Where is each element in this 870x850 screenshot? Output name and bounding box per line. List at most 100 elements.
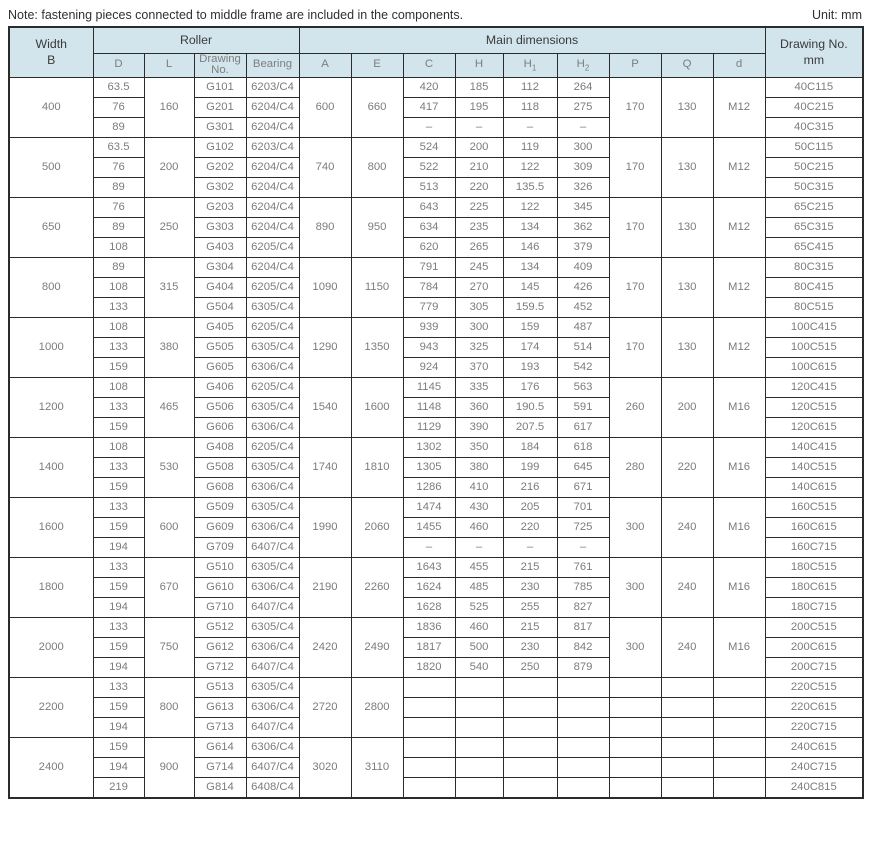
cell-drawing-no: G301 [193,117,247,139]
cell-bearing: 6205/C4 [245,377,300,399]
cell-bearing: 6306/C4 [245,417,300,439]
cell-bearing: 6407/C4 [245,717,300,739]
cell-drawing-no: G605 [193,357,247,379]
cell-h1: 250 [502,657,558,679]
cell-bearing: 6205/C4 [245,237,300,259]
cell-h: 195 [454,97,504,119]
cell-a: 1090 [298,257,352,319]
cell-drawing-no: G408 [193,437,247,459]
cell-h2: – [556,537,610,559]
cell-h1: 184 [502,437,558,459]
cell-d: 108 [92,437,145,459]
cell-h2: – [556,117,610,139]
cell-drawing-code: 180C615 [764,577,864,599]
cell-d: 89 [92,117,145,139]
cell-drawing-no: G709 [193,537,247,559]
col-header-d-thread: d [712,52,766,79]
cell-d: 194 [92,757,145,779]
cell-c: 1474 [402,497,456,519]
cell-q [660,737,714,759]
cell-h [454,697,504,719]
cell-l: 600 [143,497,195,559]
cell-drawing-no: G201 [193,97,247,119]
cell-h [454,677,504,699]
cell-p: 300 [608,617,662,679]
cell-bearing: 6205/C4 [245,437,300,459]
cell-d: 133 [92,557,145,579]
table-row: 194 G713 6407/C4 220C715 [9,717,864,739]
cell-drawing-no: G613 [193,697,247,719]
cell-d: 133 [92,397,145,419]
cell-p [608,697,662,719]
cell-h2 [556,697,610,719]
cell-bearing: 6204/C4 [245,217,300,239]
cell-l: 465 [143,377,195,439]
cell-h2: 326 [556,177,610,199]
cell-h1 [502,757,558,779]
cell-h2: 487 [556,317,610,339]
cell-p [608,677,662,699]
cell-width-b: 400 [8,77,94,139]
unit-label: Unit: mm [812,8,862,22]
cell-h: 455 [454,557,504,579]
cell-h: 270 [454,277,504,299]
cell-a: 890 [298,197,352,259]
cell-p: 260 [608,377,662,439]
table-row: 159 G609 6306/C4 1455 460 220 725 160C615 [9,517,864,539]
header-row-groups: Width B Roller Main dimensions Drawing N… [8,26,864,79]
cell-h1: 145 [502,277,558,299]
cell-h: 225 [454,197,504,219]
cell-drawing-code: 50C115 [764,137,864,159]
cell-h2: 761 [556,557,610,579]
cell-d-thread: M16 [712,437,766,499]
cell-h1: 193 [502,357,558,379]
cell-bearing: 6407/C4 [245,597,300,619]
cell-q: 240 [660,557,714,619]
cell-d: 194 [92,537,145,559]
cell-a: 740 [298,137,352,199]
cell-c: 1817 [402,637,456,659]
cell-bearing: 6305/C4 [245,337,300,359]
cell-a: 3020 [298,737,352,799]
cell-drawing-code: 40C215 [764,97,864,119]
cell-l: 250 [143,197,195,259]
cell-c: 620 [402,237,456,259]
cell-drawing-no: G202 [193,157,247,179]
cell-h1: 207.5 [502,417,558,439]
cell-c: 1455 [402,517,456,539]
cell-h1: 230 [502,637,558,659]
cell-d: 159 [92,517,145,539]
col-header-c: C [402,52,456,79]
cell-h2: 645 [556,457,610,479]
cell-h1: 199 [502,457,558,479]
cell-h2: 300 [556,137,610,159]
cell-h1: 146 [502,237,558,259]
cell-c: 1145 [402,377,456,399]
cell-h1: 220 [502,517,558,539]
cell-drawing-no: G606 [193,417,247,439]
cell-h2: 409 [556,257,610,279]
col-header-drawing-no-mm: Drawing No. mm [764,26,864,79]
cell-h2: 345 [556,197,610,219]
cell-width-b: 500 [8,137,94,199]
cell-d-thread [712,677,766,699]
col-header-h1: H1 [502,52,558,79]
cell-h: 540 [454,657,504,679]
cell-drawing-no: G712 [193,657,247,679]
cell-e: 2260 [350,557,404,619]
cell-bearing: 6204/C4 [245,197,300,219]
cell-drawing-no: G609 [193,517,247,539]
cell-bearing: 6205/C4 [245,317,300,339]
table-row: 76 G202 6204/C4 522 210 122 309 50C215 [9,157,864,179]
cell-h2: 514 [556,337,610,359]
cell-c: 1286 [402,477,456,499]
cell-drawing-no: G302 [193,177,247,199]
cell-c: 1628 [402,597,456,619]
cell-p: 280 [608,437,662,499]
cell-a: 2720 [298,677,352,739]
note-text: Note: fastening pieces connected to midd… [8,8,464,22]
cell-e: 2060 [350,497,404,559]
table-row: 650 76 250 G203 6204/C4 890 950 643 225 122 345 170… [8,197,864,259]
table-row: 1400 108 530 G408 6205/C4 1740 1810 1302 350 184 6… [8,437,864,499]
cell-bearing: 6203/C4 [245,77,300,99]
